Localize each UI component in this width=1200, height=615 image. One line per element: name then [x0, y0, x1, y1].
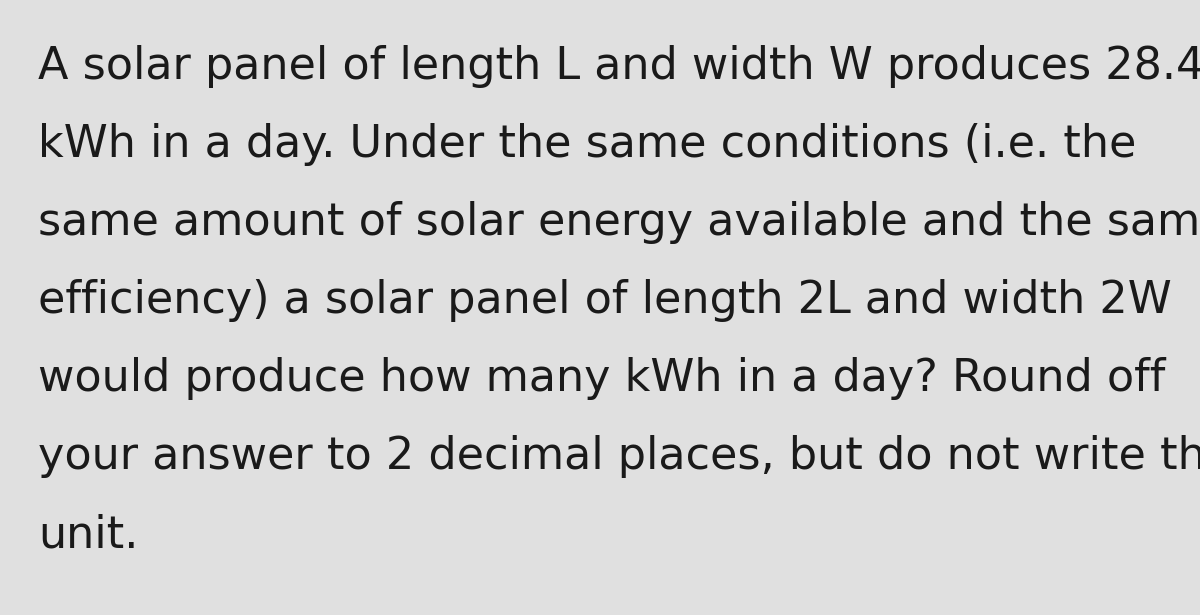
- Text: same amount of solar energy available and the same: same amount of solar energy available an…: [38, 201, 1200, 244]
- Text: would produce how many kWh in a day? Round off: would produce how many kWh in a day? Rou…: [38, 357, 1165, 400]
- Text: efficiency) a solar panel of length 2L and width 2W: efficiency) a solar panel of length 2L a…: [38, 279, 1171, 322]
- Text: your answer to 2 decimal places, but do not write the: your answer to 2 decimal places, but do …: [38, 435, 1200, 478]
- Text: kWh in a day. Under the same conditions (i.e. the: kWh in a day. Under the same conditions …: [38, 123, 1136, 166]
- Text: unit.: unit.: [38, 513, 138, 556]
- Text: A solar panel of length L and width W produces 28.4: A solar panel of length L and width W pr…: [38, 45, 1200, 88]
